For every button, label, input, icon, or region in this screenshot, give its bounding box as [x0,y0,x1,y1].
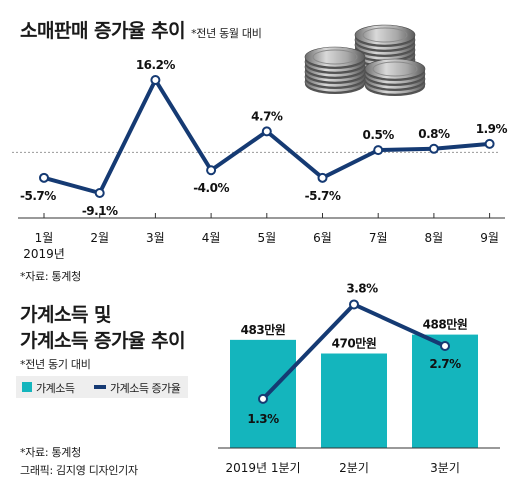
x-tick-label: 4월 [202,231,221,245]
income-bar-label: 483만원 [241,322,286,337]
data-label: 16.2% [136,58,176,72]
x-tick-label: 3분기 [430,461,460,475]
data-point [261,126,272,137]
data-label: -9.1% [82,204,118,218]
x-tick-label: 9월 [480,231,499,245]
coin-rim [362,27,408,43]
legend-swatch-income [22,382,32,392]
x-tick-label: 5월 [257,231,276,245]
chart2-source: *자료: 통계청 [20,446,81,459]
growth-data-point [440,341,450,351]
chart2-title-line2: 가계소득 증가율 추이 [20,330,186,352]
data-label: 1.9% [476,122,508,136]
data-point [373,145,384,156]
legend-swatch-growth [94,385,106,389]
chart2-subtitle: *전년 동기 대비 [20,358,91,371]
growth-data-label: 1.3% [247,412,279,426]
legend-label-growth: 가계소득 증가율 [110,382,181,395]
income-bar-label: 470만원 [332,336,377,351]
x-tick-label: 2분기 [339,461,369,475]
data-label: -5.7% [20,189,56,203]
data-label: 0.5% [363,128,395,142]
income-bar [412,334,478,448]
data-label: 4.7% [251,109,283,123]
chart1-subtitle: *전년 동월 대비 [191,27,262,40]
x-tick-label: 7월 [369,231,388,245]
x-tick-label: 1월 [35,231,54,245]
chart2-title-line1: 가계소득 및 [20,304,112,326]
x-tick-label: 3월 [146,231,165,245]
data-point [428,143,439,154]
income-bar-label: 488만원 [423,317,468,332]
coin-rim [372,61,418,77]
coin-stack-left [304,46,366,94]
data-label: -5.7% [305,189,341,203]
data-point [39,172,49,183]
x-tick-label: 8월 [425,231,444,245]
data-point [317,172,328,183]
x-tick-label: 2019년 1분기 [225,461,300,475]
data-label: 0.8% [418,127,450,141]
coin-rim [312,49,358,65]
x-axis-year-label: 2019년 [23,247,65,261]
chart2-title: 가계소득 및 가계소득 증가율 추이 [20,302,186,354]
data-point [206,165,217,176]
data-point [484,138,495,149]
growth-data-point [258,393,268,404]
chart1-source: *자료: 통계청 [20,270,81,283]
chart2-legend: 가계소득 가계소득 증가율 [16,376,188,398]
x-tick-label: 6월 [313,231,332,245]
legend-label-income: 가계소득 [36,382,75,395]
coin-stack-right [364,58,426,96]
chart1-title: 소매판매 증가율 추이 *전년 동월 대비 [20,20,262,42]
graphic-credit: 그래픽: 김지영 디자인기자 [20,464,138,477]
data-point [150,75,161,85]
income-bar [321,353,387,448]
data-point [94,188,105,198]
data-label: -4.0% [193,181,229,195]
growth-data-label: 3.8% [346,281,378,295]
x-tick-label: 2월 [90,231,109,245]
growth-data-label: 2.7% [429,357,461,371]
growth-data-point [349,299,359,310]
